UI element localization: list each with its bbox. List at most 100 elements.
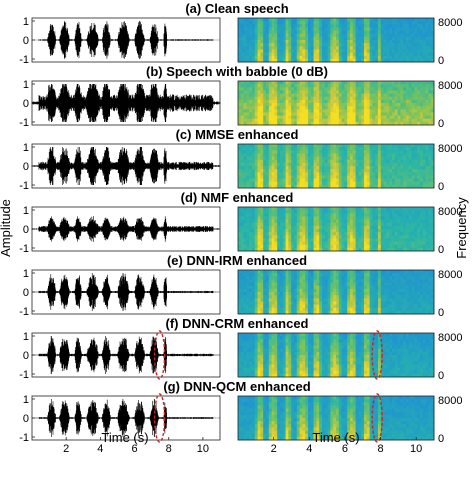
- spectrogram-cell: [252, 52, 256, 57]
- spectrogram-ytick-label: 8000: [438, 269, 462, 281]
- spectrogram-cell: [266, 84, 270, 88]
- spectrogram-cell: [282, 81, 286, 85]
- spectrogram-cell: [322, 178, 326, 183]
- spectrogram-cell: [327, 244, 331, 249]
- spectrogram-cell: [280, 112, 284, 116]
- spectrogram-cell: [386, 225, 390, 230]
- spectrogram-cell: [263, 244, 267, 249]
- spectrogram-cell: [302, 292, 306, 296]
- spectrogram-cell: [324, 222, 328, 227]
- spectrogram-cell: [257, 46, 261, 50]
- spectrogram-cell: [394, 103, 398, 107]
- spectrogram-cell: [243, 112, 247, 116]
- spectrogram-cell: [294, 93, 298, 98]
- spectrogram-cell: [285, 166, 289, 170]
- spectrogram-cell: [400, 96, 404, 101]
- spectrogram-cell: [428, 310, 432, 315]
- spectrogram-cell: [336, 24, 340, 28]
- spectrogram-cell: [394, 235, 398, 239]
- spectrogram-cell: [389, 156, 393, 161]
- spectrogram-cell: [333, 162, 337, 167]
- spectrogram-cell: [260, 84, 264, 88]
- spectrogram-cell: [316, 36, 320, 41]
- spectrogram-cell: [366, 33, 370, 38]
- spectrogram-cell: [338, 219, 342, 224]
- spectrogram-cell: [406, 90, 410, 94]
- spectrogram-cell: [397, 222, 401, 227]
- spectrogram-cell: [299, 276, 303, 280]
- spectrogram-cell: [383, 298, 387, 302]
- spectrogram-cell: [397, 27, 401, 31]
- spectrogram-cell: [280, 210, 284, 214]
- spectrogram-cell: [392, 276, 396, 280]
- spectrogram-cell: [322, 144, 326, 148]
- spectrogram-cell: [358, 247, 362, 252]
- spectrogram-cell: [350, 307, 354, 312]
- spectrogram-cell: [274, 184, 278, 189]
- spectrogram-cell: [271, 210, 275, 214]
- spectrogram-cell: [411, 169, 415, 173]
- spectrogram-cell: [324, 118, 328, 123]
- spectrogram-cell: [361, 49, 365, 53]
- spectrogram-cell: [358, 21, 362, 25]
- spectrogram-cell: [428, 232, 432, 236]
- spectrogram-cell: [420, 52, 424, 57]
- spectrogram-cell: [347, 21, 351, 25]
- spectrogram-cell: [372, 181, 376, 186]
- spectrogram-cell: [260, 216, 264, 220]
- spectrogram-cell: [372, 30, 376, 35]
- spectrogram-cell: [378, 24, 382, 28]
- spectrogram-cell: [364, 49, 368, 53]
- spectrogram-cell: [319, 238, 323, 242]
- spectrogram-cell: [288, 49, 292, 53]
- spectrogram-cell: [344, 216, 348, 220]
- spectrogram-cell: [243, 207, 247, 211]
- spectrogram-cell: [358, 96, 362, 101]
- spectrogram-cell: [417, 156, 421, 161]
- spectrogram-cell: [341, 147, 345, 151]
- spectrogram-cell: [271, 169, 275, 173]
- spectrogram-cell: [280, 184, 284, 189]
- spectrogram-cell: [302, 310, 306, 315]
- spectrogram-cell: [249, 229, 253, 233]
- spectrogram-cell: [428, 156, 432, 161]
- spectrogram-cell: [364, 112, 368, 116]
- spectrogram-cell: [243, 118, 247, 123]
- spectrogram-cell: [428, 58, 432, 63]
- spectrogram-cell: [408, 103, 412, 107]
- spectrogram-cell: [380, 207, 384, 211]
- spectrogram-cell: [316, 229, 320, 233]
- spectrogram-cell: [310, 276, 314, 280]
- spectrogram-cell: [380, 285, 384, 290]
- spectrogram-cell: [341, 216, 345, 220]
- spectrogram-cell: [336, 144, 340, 148]
- spectrogram-cell: [422, 153, 426, 157]
- spectrogram-cell: [322, 109, 326, 113]
- spectrogram-cell: [296, 96, 300, 101]
- spectrogram-cell: [280, 282, 284, 287]
- spectrogram-cell: [397, 156, 401, 161]
- spectrogram-cell: [392, 153, 396, 157]
- spectrogram-cell: [319, 307, 323, 312]
- spectrogram-cell: [263, 166, 267, 170]
- spectrogram-cell: [327, 52, 331, 57]
- spectrogram-cell: [403, 279, 407, 283]
- spectrogram-cell: [347, 18, 351, 22]
- spectrogram-cell: [400, 21, 404, 25]
- spectrogram-cell: [254, 285, 258, 290]
- spectrogram-cell: [420, 162, 424, 167]
- spectrogram-cell: [336, 298, 340, 302]
- spectrogram-cell: [366, 46, 370, 50]
- spectrogram-cell: [425, 273, 429, 277]
- spectrogram-cell: [310, 159, 314, 164]
- spectrogram-cell: [369, 36, 373, 41]
- spectrogram-cell: [422, 103, 426, 107]
- spectrogram-cell: [296, 292, 300, 296]
- spectrogram-cell: [400, 298, 404, 302]
- spectrogram-cell: [254, 225, 258, 230]
- spectrogram-cell: [271, 81, 275, 85]
- spectrogram-cell: [408, 30, 412, 35]
- spectrogram-cell: [380, 118, 384, 123]
- spectrogram-cell: [338, 292, 342, 296]
- spectrogram-cell: [355, 222, 359, 227]
